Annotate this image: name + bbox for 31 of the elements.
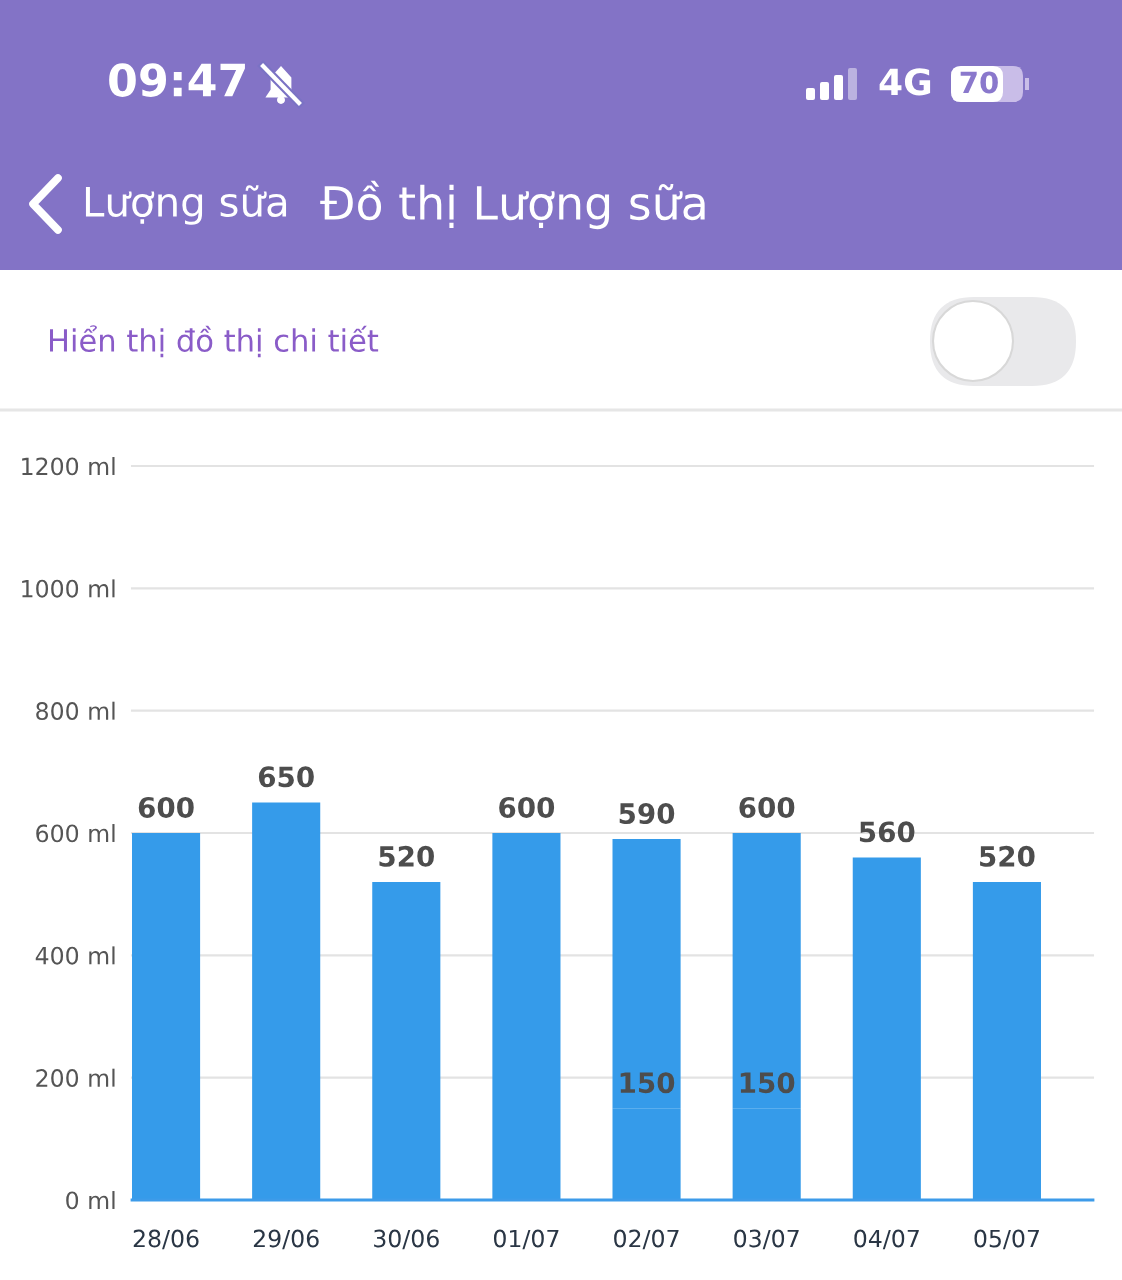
total-label: 600 [739, 796, 795, 818]
y-tick-label: 800 ml [36, 701, 115, 720]
total-label: 520 [980, 845, 1035, 867]
y-tick-label: 1000 ml [22, 579, 115, 598]
text: 70 [960, 71, 998, 94]
y-tick-label: 600 ml [36, 824, 115, 843]
y-tick-label: 1200 ml [22, 457, 115, 476]
total-label: 590 [619, 803, 675, 825]
x-tick-label: 01/07 [493, 1229, 559, 1250]
text: 09:47 [109, 63, 245, 97]
total-label: 560 [859, 821, 915, 843]
y-tick-label: 400 ml [35, 946, 115, 965]
total-label: 600 [138, 796, 194, 818]
x-tick-label: 05/07 [974, 1229, 1039, 1250]
data-label: 150 [740, 1072, 795, 1094]
text: Lượng sữa [85, 185, 287, 225]
total-label: 520 [379, 845, 434, 867]
x-tick-label: 28/06 [133, 1229, 199, 1250]
x-tick-label: 03/07 [734, 1229, 799, 1250]
y-tick-label: 200 ml [36, 1068, 115, 1087]
x-tick-label: 02/07 [614, 1229, 679, 1250]
x-tick-label: 30/06 [374, 1229, 439, 1250]
x-tick-label: 29/06 [253, 1229, 319, 1250]
y-tick-label: 0 ml [66, 1191, 115, 1210]
chart-title: Đồ thị Lượng sữa [320, 180, 705, 230]
total-label: 600 [499, 796, 555, 818]
text: Hiển thị đồ thị chi tiết [50, 325, 379, 358]
total-label: 650 [258, 766, 314, 788]
text: 4G [879, 68, 931, 96]
x-tick-label: 04/07 [854, 1229, 919, 1250]
data-label: 150 [620, 1072, 675, 1094]
